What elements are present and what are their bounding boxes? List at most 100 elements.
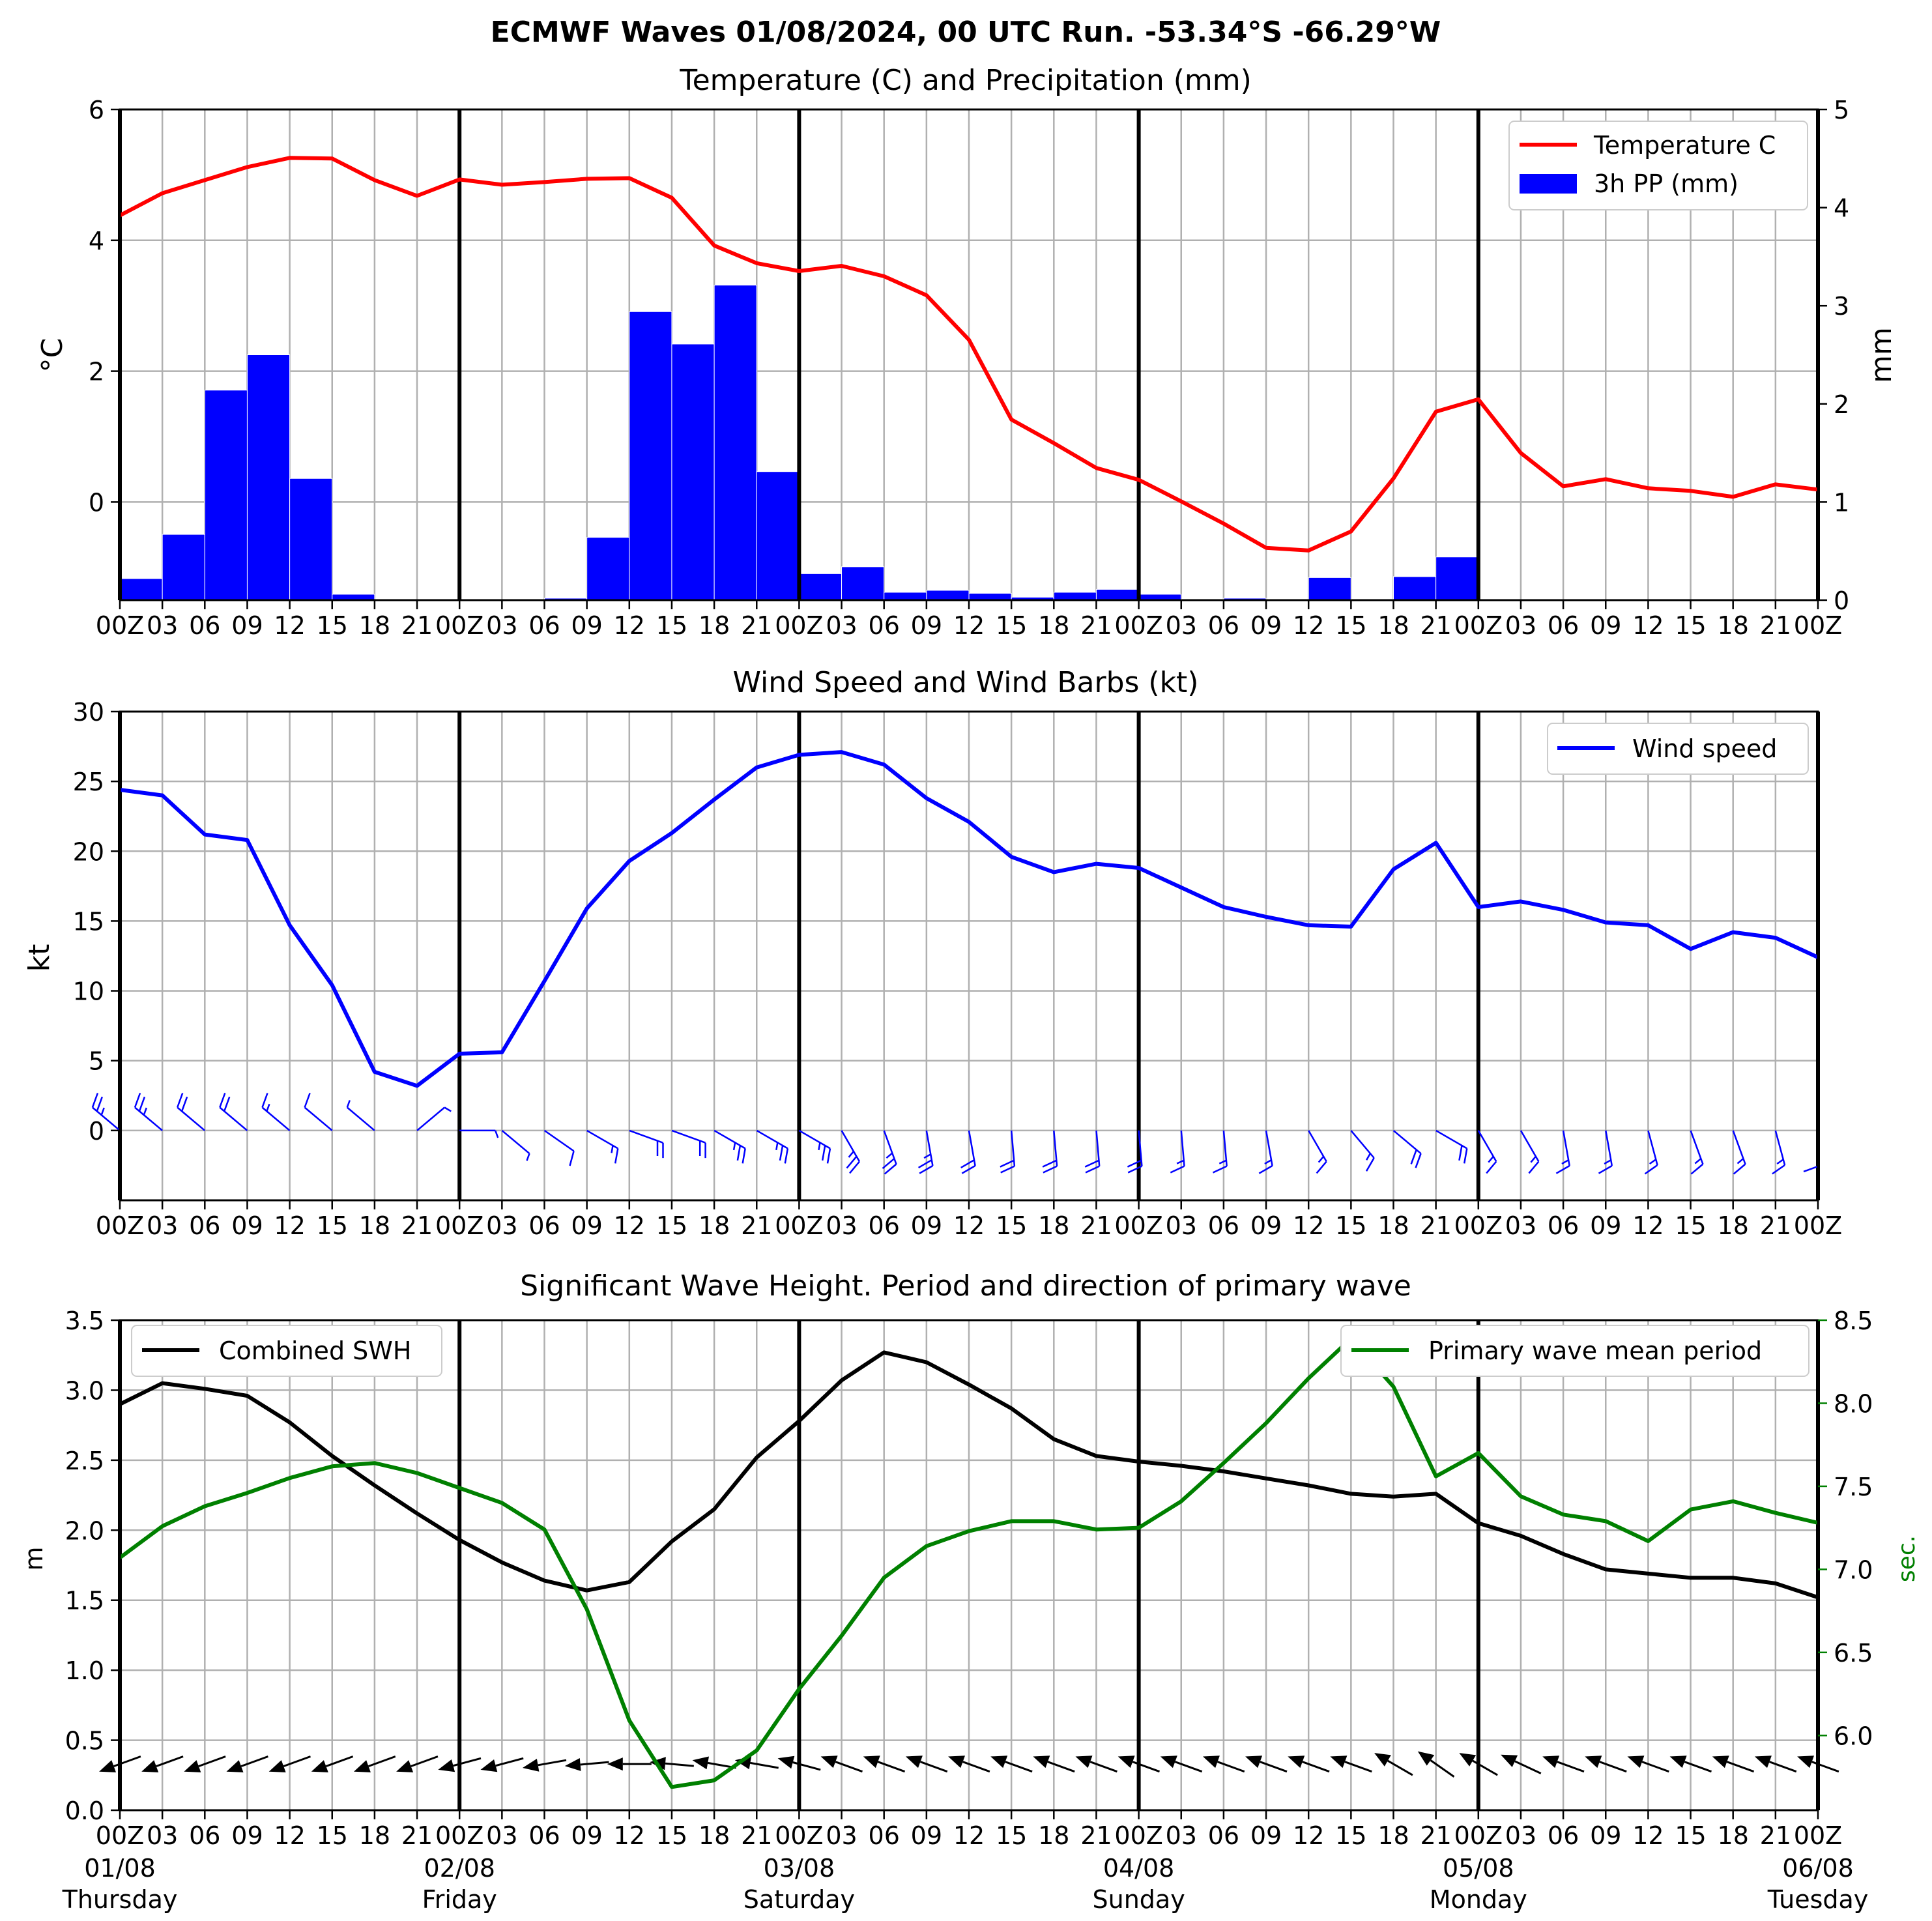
y-tick-label: 25	[73, 768, 104, 796]
precip-bar	[884, 592, 927, 601]
arrow-head	[777, 1755, 795, 1769]
x-tick-label: 18	[699, 611, 730, 640]
y-tick-label: 30	[73, 698, 104, 727]
precip-bar	[671, 343, 715, 601]
wave-direction-arrow	[1669, 1755, 1712, 1773]
date-label: 06/08	[1782, 1854, 1854, 1883]
x-tick-label: 15	[996, 611, 1027, 640]
x-tick-label: 00Z	[775, 1211, 823, 1240]
x-tick-label: 00Z	[96, 1821, 144, 1850]
arrow-shaft	[580, 1761, 609, 1766]
wave-direction-arrow	[1417, 1751, 1455, 1778]
x-tick-label: 21	[1080, 611, 1112, 640]
x-tick-label: 21	[401, 611, 433, 640]
x-tick-label: 00Z	[1114, 1211, 1162, 1240]
arrow-shaft	[1430, 1759, 1455, 1778]
x-tick-label: 03	[147, 1821, 178, 1850]
x-tick-label: 21	[1080, 1211, 1112, 1240]
wind-barb	[1555, 1130, 1570, 1174]
panel-title: Wind Speed and Wind Barbs (kt)	[733, 666, 1199, 699]
wind-barb	[1690, 1130, 1704, 1175]
x-tick-label: 06	[869, 1211, 900, 1240]
x-tick-label: 21	[1760, 1821, 1791, 1850]
x-tick-label: 09	[1590, 1821, 1621, 1850]
wave-direction-arrow	[948, 1755, 990, 1773]
arrow-shaft	[368, 1755, 396, 1767]
arrow-shaft	[1684, 1761, 1712, 1773]
arrow-shaft	[835, 1761, 863, 1773]
precip-bar	[1053, 592, 1097, 601]
wind-barb	[1170, 1130, 1185, 1174]
arrow-shaft	[1005, 1761, 1033, 1773]
precip-bars	[119, 285, 1479, 601]
y-axis-right-label: mm	[1865, 327, 1898, 383]
precip-bar	[289, 478, 333, 601]
wind-barb	[91, 1093, 121, 1131]
figure-title: ECMWF Waves 01/08/2024, 00 UTC Run. -53.…	[491, 16, 1441, 49]
y-tick-label: 10	[73, 977, 104, 1006]
wind-panel: Wind Speed and Wind Barbs (kt) 0 5 10 15 20 2…	[23, 666, 1842, 1240]
x-tick-label: 15	[317, 611, 348, 640]
x-tick-label: 12	[1632, 611, 1664, 640]
x-tick-label: 21	[1760, 611, 1791, 640]
wind-barb	[841, 1130, 861, 1174]
y-axis-label: °C	[36, 338, 69, 373]
x-tick-label: 00Z	[96, 611, 144, 640]
wave-direction-arrow	[777, 1755, 821, 1771]
y-tick-label: 0.0	[65, 1797, 104, 1825]
wave-direction-arrow	[820, 1755, 863, 1773]
date-label: 02/08	[424, 1854, 495, 1883]
x-tick-label: 09	[231, 1211, 263, 1240]
y-right-tick-label: 6.0	[1834, 1722, 1873, 1750]
precip-bar	[1095, 588, 1140, 601]
wind-barb	[346, 1100, 375, 1131]
y-right-tick-label: 7.0	[1834, 1555, 1873, 1584]
arrow-shaft	[1387, 1759, 1413, 1776]
wave-direction-arrow	[1627, 1755, 1669, 1773]
x-tick-label: 12	[1632, 1211, 1664, 1240]
x-tick-label: 06	[528, 1821, 560, 1850]
arrow-head	[1203, 1755, 1220, 1769]
precip-bar	[1308, 577, 1351, 601]
wind-barb	[1350, 1130, 1375, 1172]
x-tick-label: 06	[869, 1821, 900, 1850]
arrow-head	[905, 1755, 923, 1769]
legend: Wind speed	[1547, 723, 1809, 775]
precip-bar	[714, 285, 757, 601]
arrow-shaft	[1132, 1761, 1161, 1773]
wave-direction-arrow	[564, 1758, 609, 1771]
wave-direction-arrow	[863, 1755, 906, 1773]
wind-barb	[1732, 1130, 1746, 1175]
wave-direction-arrow	[1203, 1755, 1245, 1773]
wind-barb	[1803, 1130, 1819, 1173]
arrow-shaft	[495, 1757, 524, 1767]
legend-precip-swatch	[1520, 174, 1577, 194]
arrow-shaft	[792, 1761, 821, 1771]
x-tick-label: 15	[1675, 1211, 1706, 1240]
x-tick-label: 06	[869, 611, 900, 640]
arrow-head	[438, 1759, 455, 1772]
precip-bar	[968, 592, 1012, 601]
arrow-head	[141, 1760, 159, 1772]
x-tick-label: 12	[1293, 611, 1324, 640]
x-tick-label: 00Z	[775, 1821, 823, 1850]
arrow-shaft	[1768, 1761, 1797, 1773]
arrow-shaft	[283, 1755, 311, 1767]
x-tick-label: 18	[359, 1211, 390, 1240]
x-tick-label: 15	[317, 1211, 348, 1240]
arrow-head	[607, 1757, 623, 1771]
x-tick-label: 18	[1718, 1211, 1749, 1240]
arrow-head	[1417, 1751, 1435, 1766]
x-tick-label: 09	[911, 1211, 942, 1240]
arrow-shaft	[1047, 1761, 1075, 1773]
x-tick-label: 15	[1675, 611, 1706, 640]
arrow-head	[1627, 1755, 1645, 1769]
y-axis-label: kt	[23, 944, 56, 972]
x-tick-label: 06	[189, 611, 220, 640]
series-lines	[119, 1336, 1819, 1789]
x-tick-label: 00Z	[435, 1211, 483, 1240]
arrow-head	[1797, 1755, 1814, 1769]
x-tick-label: 18	[1377, 1211, 1409, 1240]
x-tick-label: 12	[1632, 1821, 1664, 1850]
